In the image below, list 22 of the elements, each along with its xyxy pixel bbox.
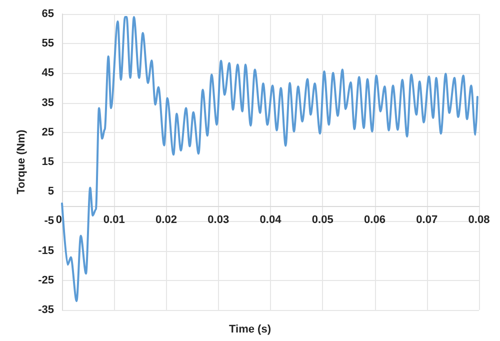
y-tick-label: -15 <box>38 244 54 257</box>
y-tick-label: 15 <box>42 156 54 168</box>
y-tick-label: 25 <box>42 126 54 138</box>
x-tick-label: 0.08 <box>468 214 490 226</box>
x-axis-title: Time (s) <box>229 324 272 336</box>
x-tick-label: 0.06 <box>364 214 386 226</box>
y-tick-label: -25 <box>38 274 54 286</box>
y-tick-label: 35 <box>42 96 54 109</box>
x-tick-label: 0.05 <box>312 214 334 226</box>
y-tick-label: 5 <box>48 186 54 198</box>
x-tick-label: 0.01 <box>103 214 125 226</box>
y-tick-label: 45 <box>42 67 54 80</box>
y-tick-label: -5 <box>44 215 54 228</box>
x-tick-label: 0.03 <box>208 214 230 226</box>
x-tick-label: 0.07 <box>416 214 438 226</box>
x-tick-label: 0.04 <box>260 214 282 226</box>
y-tick-label: 65 <box>42 8 54 20</box>
x-tick-label: 0 <box>56 214 62 226</box>
y-tick-label: 55 <box>42 38 54 50</box>
y-axis-title: Torque (Nm) <box>16 129 28 194</box>
x-tick-label: 0.02 <box>156 214 177 226</box>
y-tick-label: -35 <box>38 304 54 316</box>
